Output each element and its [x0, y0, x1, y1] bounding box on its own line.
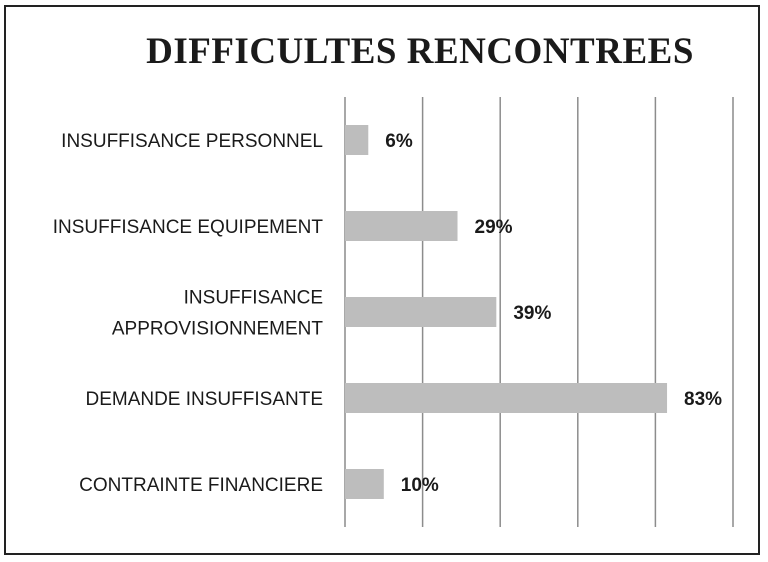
- bar-3: [345, 383, 668, 413]
- value-label-2: 39%: [513, 303, 551, 324]
- category-label-3: DEMANDE INSUFFISANTE: [85, 389, 323, 410]
- category-label-1: INSUFFISANCE EQUIPEMENT: [53, 217, 324, 238]
- value-label-3: 83%: [684, 389, 722, 410]
- category-label-2-line-0: INSUFFISANCE: [184, 288, 323, 309]
- category-label-2-line-1: APPROVISIONNEMENT: [112, 319, 324, 340]
- value-label-0: 6%: [385, 131, 413, 152]
- value-label-1: 29%: [475, 217, 513, 238]
- bar-4: [345, 469, 384, 499]
- value-label-4: 10%: [401, 475, 439, 496]
- chart-title: DIFFICULTES RENCONTREES: [146, 31, 694, 72]
- bar-1: [345, 211, 458, 241]
- category-label-0: INSUFFISANCE PERSONNEL: [61, 131, 323, 152]
- category-label-4: CONTRAINTE FINANCIERE: [79, 475, 323, 496]
- bar-0: [345, 125, 369, 155]
- chart-frame: [4, 5, 760, 555]
- bar-2: [345, 297, 497, 327]
